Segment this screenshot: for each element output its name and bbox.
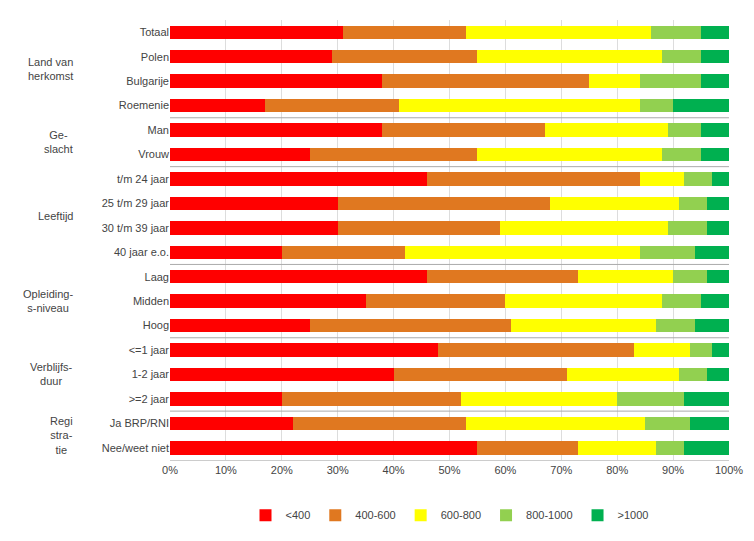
svg-text:20%: 20% — [271, 464, 293, 476]
svg-text:60%: 60% — [494, 464, 516, 476]
svg-text:Leeftijd: Leeftijd — [38, 210, 73, 222]
svg-text:Polen: Polen — [141, 51, 169, 63]
svg-text:Verblijfs-duur: Verblijfs-duur — [30, 361, 73, 387]
svg-text:30 t/m 39 jaar: 30 t/m 39 jaar — [102, 222, 170, 234]
svg-text:0%: 0% — [162, 464, 178, 476]
svg-text:Ja BRP/RNI: Ja BRP/RNI — [110, 417, 169, 429]
svg-text:800-1000: 800-1000 — [526, 509, 573, 521]
svg-text:Ge-slacht: Ge-slacht — [44, 129, 73, 155]
svg-text:t/m 24 jaar: t/m 24 jaar — [117, 173, 169, 185]
svg-text:10%: 10% — [215, 464, 237, 476]
svg-text:70%: 70% — [550, 464, 572, 476]
svg-text:>1000: >1000 — [618, 509, 649, 521]
svg-text:Nee/weet niet: Nee/weet niet — [102, 442, 169, 454]
svg-text:Laag: Laag — [145, 271, 169, 283]
svg-text:Midden: Midden — [133, 295, 169, 307]
svg-text:Land vanherkomst: Land vanherkomst — [28, 56, 73, 82]
svg-text:40 jaar e.o.: 40 jaar e.o. — [114, 246, 169, 258]
svg-text:Vrouw: Vrouw — [138, 148, 169, 160]
svg-text:Hoog: Hoog — [143, 319, 169, 331]
svg-text:<400: <400 — [286, 509, 311, 521]
svg-text:100%: 100% — [715, 464, 743, 476]
svg-text:1-2 jaar: 1-2 jaar — [132, 368, 170, 380]
svg-text:600-800: 600-800 — [441, 509, 481, 521]
svg-text:25 t/m 29 jaar: 25 t/m 29 jaar — [102, 197, 170, 209]
svg-text:<=1 jaar: <=1 jaar — [129, 344, 170, 356]
svg-text:>=2 jaar: >=2 jaar — [129, 393, 170, 405]
svg-text:40%: 40% — [383, 464, 405, 476]
svg-text:90%: 90% — [662, 464, 684, 476]
svg-text:Bulgarije: Bulgarije — [126, 75, 169, 87]
svg-text:Opleiding-s-niveau: Opleiding-s-niveau — [23, 288, 73, 314]
svg-text:30%: 30% — [327, 464, 349, 476]
svg-text:Registra-tie: Registra-tie — [50, 415, 73, 456]
svg-text:Totaal: Totaal — [140, 26, 169, 38]
svg-text:80%: 80% — [606, 464, 628, 476]
svg-text:Man: Man — [148, 124, 169, 136]
svg-text:50%: 50% — [438, 464, 460, 476]
svg-text:Roemenie: Roemenie — [119, 99, 169, 111]
svg-text:400-600: 400-600 — [355, 509, 395, 521]
